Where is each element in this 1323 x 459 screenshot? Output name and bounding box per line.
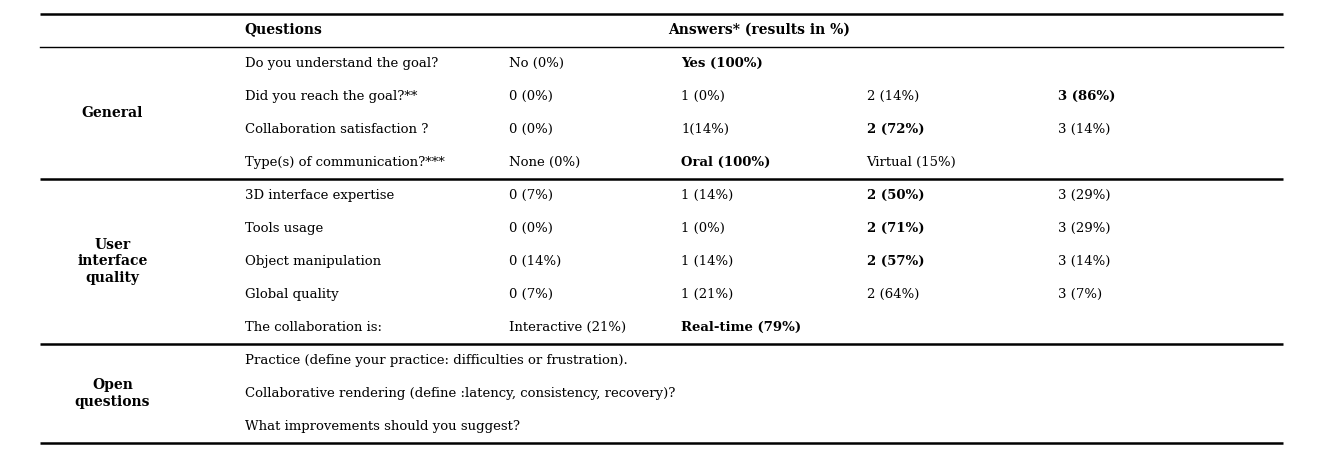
Text: Do you understand the goal?: Do you understand the goal? — [245, 57, 438, 70]
Text: Collaborative rendering (define :latency, consistency, recovery)?: Collaborative rendering (define :latency… — [245, 387, 675, 400]
Text: 1 (21%): 1 (21%) — [681, 288, 733, 301]
Text: 3 (14%): 3 (14%) — [1058, 123, 1111, 136]
Text: 3 (14%): 3 (14%) — [1058, 255, 1111, 268]
Text: 1 (0%): 1 (0%) — [681, 222, 725, 235]
Text: Practice (define your practice: difficulties or frustration).: Practice (define your practice: difficul… — [245, 354, 627, 367]
Text: 3D interface expertise: 3D interface expertise — [245, 189, 394, 202]
Text: Tools usage: Tools usage — [245, 222, 323, 235]
Text: 3 (29%): 3 (29%) — [1058, 222, 1111, 235]
Text: 1 (0%): 1 (0%) — [681, 90, 725, 103]
Text: The collaboration is:: The collaboration is: — [245, 321, 382, 334]
Text: Global quality: Global quality — [245, 288, 339, 301]
Text: 3 (7%): 3 (7%) — [1058, 288, 1102, 301]
Text: 2 (14%): 2 (14%) — [867, 90, 918, 103]
Text: Answers* (results in %): Answers* (results in %) — [668, 22, 851, 37]
Text: 2 (57%): 2 (57%) — [867, 255, 923, 268]
Text: Type(s) of communication?***: Type(s) of communication?*** — [245, 156, 445, 169]
Text: 0 (0%): 0 (0%) — [509, 222, 553, 235]
Text: Object manipulation: Object manipulation — [245, 255, 381, 268]
Text: 0 (7%): 0 (7%) — [509, 189, 553, 202]
Text: 2 (72%): 2 (72%) — [867, 123, 923, 136]
Text: 2 (71%): 2 (71%) — [867, 222, 923, 235]
Text: 1 (14%): 1 (14%) — [681, 255, 733, 268]
Text: Interactive (21%): Interactive (21%) — [509, 321, 627, 334]
Text: 1(14%): 1(14%) — [681, 123, 729, 136]
Text: 3 (86%): 3 (86%) — [1058, 90, 1115, 103]
Text: Did you reach the goal?**: Did you reach the goal?** — [245, 90, 417, 103]
Text: Real-time (79%): Real-time (79%) — [681, 321, 802, 334]
Text: 0 (0%): 0 (0%) — [509, 123, 553, 136]
Text: 3 (29%): 3 (29%) — [1058, 189, 1111, 202]
Text: 0 (0%): 0 (0%) — [509, 90, 553, 103]
Text: General: General — [82, 106, 143, 120]
Text: Virtual (15%): Virtual (15%) — [867, 156, 957, 169]
Text: User
interface
quality: User interface quality — [77, 238, 148, 285]
Text: Questions: Questions — [245, 22, 323, 37]
Text: Collaboration satisfaction ?: Collaboration satisfaction ? — [245, 123, 429, 136]
Text: What improvements should you suggest?: What improvements should you suggest? — [245, 420, 520, 433]
Text: None (0%): None (0%) — [509, 156, 581, 169]
Text: 0 (7%): 0 (7%) — [509, 288, 553, 301]
Text: 0 (14%): 0 (14%) — [509, 255, 561, 268]
Text: Oral (100%): Oral (100%) — [681, 156, 771, 169]
Text: 2 (64%): 2 (64%) — [867, 288, 919, 301]
Text: 1 (14%): 1 (14%) — [681, 189, 733, 202]
Text: Open
questions: Open questions — [74, 378, 151, 409]
Text: Yes (100%): Yes (100%) — [681, 57, 763, 70]
Text: 2 (50%): 2 (50%) — [867, 189, 923, 202]
Text: No (0%): No (0%) — [509, 57, 565, 70]
